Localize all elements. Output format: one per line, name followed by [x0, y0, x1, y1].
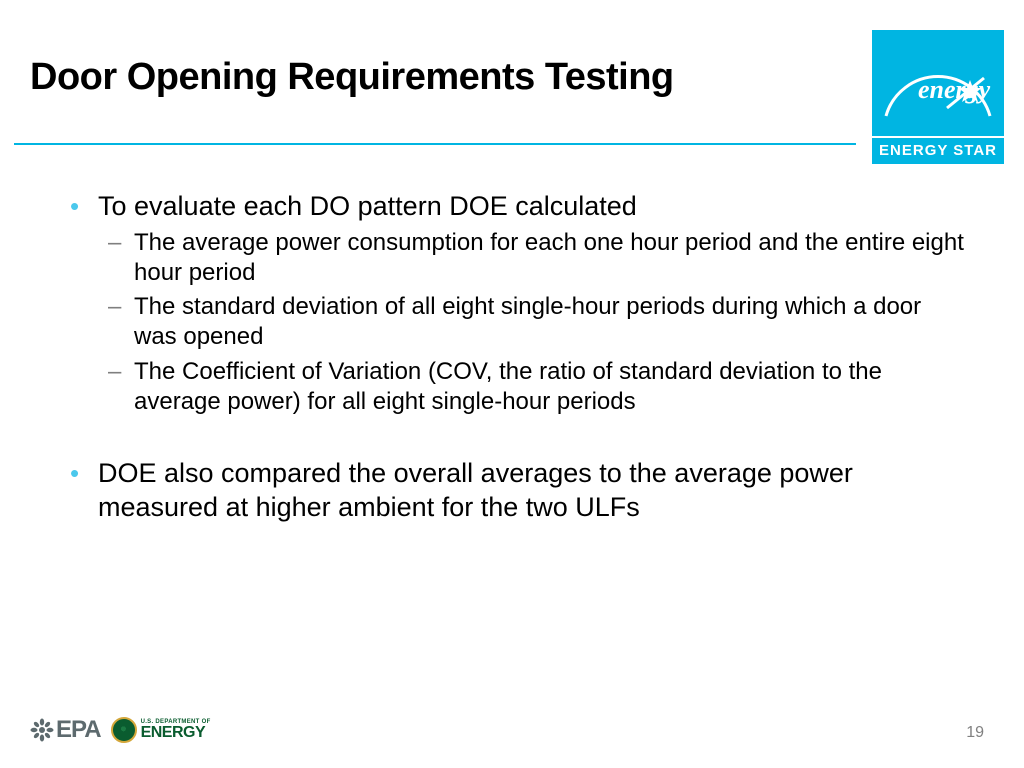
spacer	[68, 421, 964, 457]
slide-title: Door Opening Requirements Testing	[30, 56, 674, 99]
slide-body: To evaluate each DO pattern DOE calculat…	[68, 190, 964, 529]
bullet-item: DOE also compared the overall averages t…	[68, 457, 964, 525]
bullet-item: The average power consumption for each o…	[108, 228, 964, 288]
bullet-item: To evaluate each DO pattern DOE calculat…	[68, 190, 964, 224]
footer-logos: EPA U.S. DEPARTMENT OF ENERGY	[30, 716, 211, 744]
epa-flower-icon	[30, 718, 54, 742]
bullet-item: The Coefficient of Variation (COV, the r…	[108, 357, 964, 417]
doe-logo: U.S. DEPARTMENT OF ENERGY	[111, 717, 211, 743]
energy-star-icon: energy	[872, 30, 1004, 136]
energy-star-graphic: energy	[872, 30, 1004, 136]
doe-energy-label: ENERGY	[141, 725, 211, 741]
title-underline	[14, 143, 856, 145]
page-number: 19	[966, 724, 984, 742]
energy-star-logo: energy ENERGY STAR	[872, 30, 1004, 164]
epa-text: EPA	[56, 716, 101, 744]
doe-text-block: U.S. DEPARTMENT OF ENERGY	[141, 719, 211, 741]
bullet-item: The standard deviation of all eight sing…	[108, 292, 964, 352]
doe-seal-icon	[111, 717, 137, 743]
slide: Door Opening Requirements Testing energy…	[0, 0, 1024, 768]
energy-star-label: ENERGY STAR	[872, 136, 1004, 164]
epa-logo: EPA	[30, 716, 101, 744]
